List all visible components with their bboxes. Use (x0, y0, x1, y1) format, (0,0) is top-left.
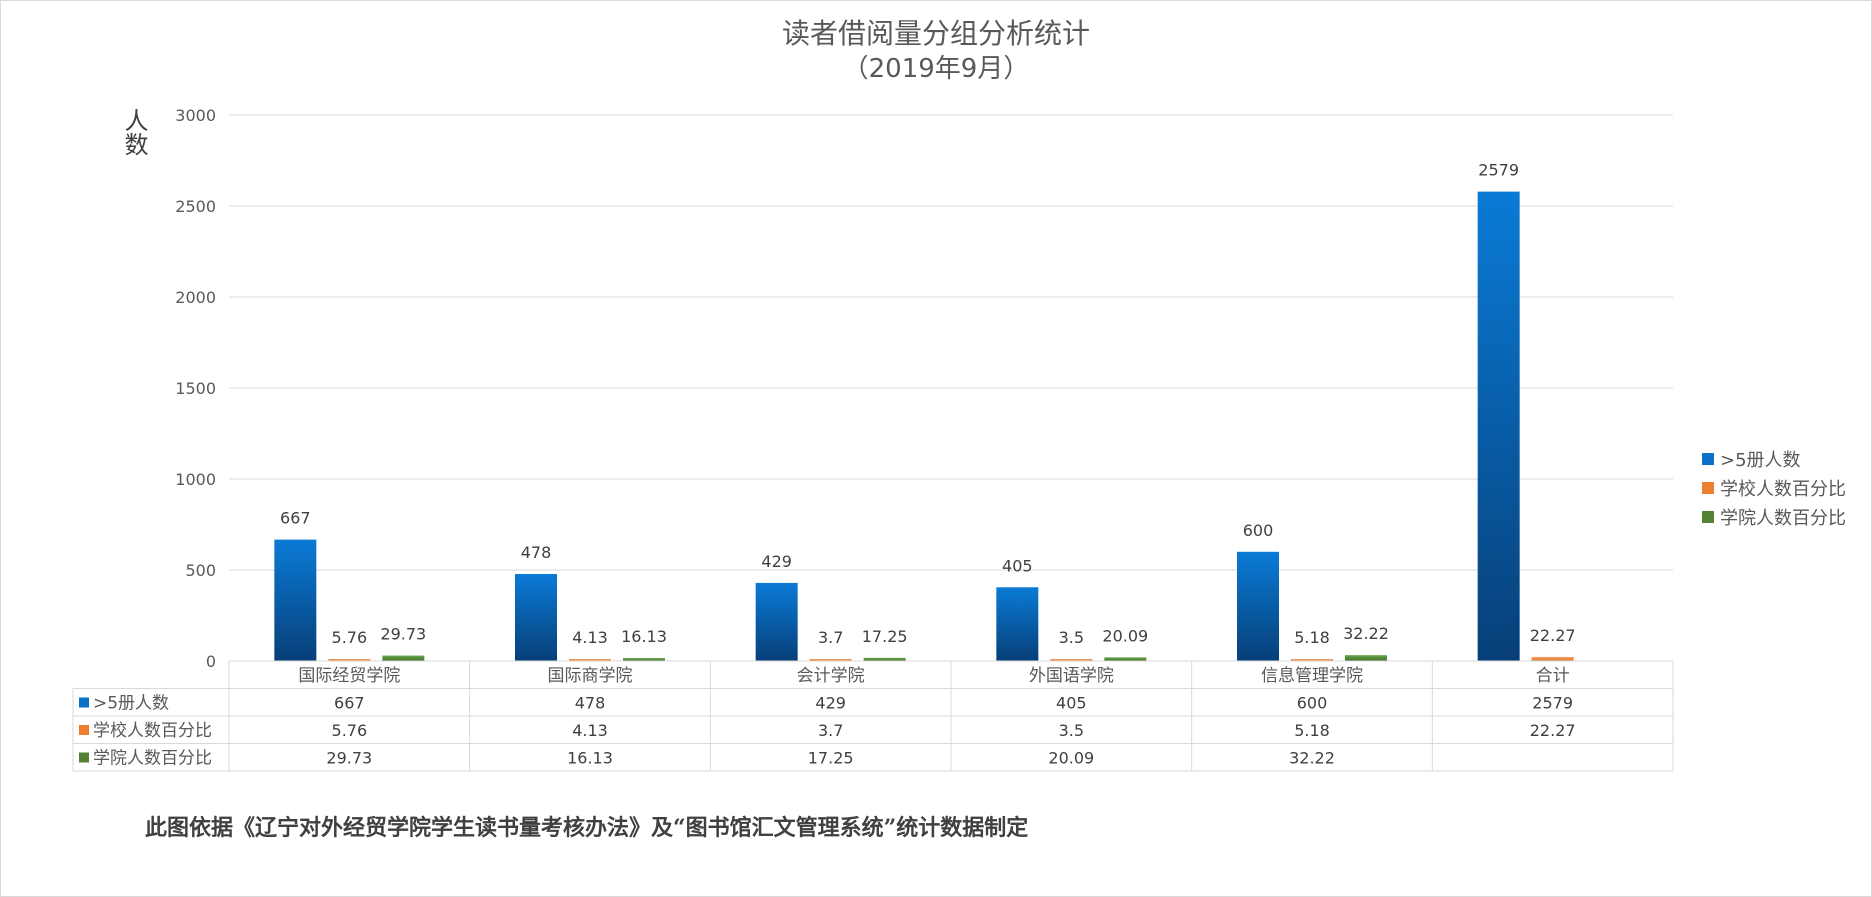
data-label: 29.73 (380, 625, 426, 644)
bar (623, 658, 665, 661)
bar (1104, 657, 1147, 661)
data-label: 4.13 (572, 628, 608, 647)
table-cell: 5.18 (1294, 721, 1330, 740)
legend-item: 学校人数百分比 (1702, 473, 1846, 502)
table-cell: 20.09 (1048, 749, 1094, 768)
legend-swatch (1702, 481, 1714, 494)
category-label: 合计 (1536, 666, 1570, 686)
table-series-name: >5册人数 (93, 694, 169, 714)
table-legend-key (79, 697, 89, 708)
bar (996, 587, 1039, 661)
grid-lines (229, 114, 1673, 662)
bar (1050, 659, 1093, 661)
table-cell: 600 (1297, 694, 1328, 713)
data-label: 429 (761, 552, 792, 571)
table-cell: 5.76 (332, 721, 368, 740)
data-label: 2579 (1478, 161, 1519, 180)
table-cell: 17.25 (808, 749, 854, 768)
data-label: 600 (1243, 521, 1274, 540)
y-tick-label: 1000 (175, 470, 216, 489)
legend-label: 学院人数百分比 (1720, 507, 1846, 529)
table-cell: 405 (1056, 694, 1087, 713)
table-cell: 4.13 (572, 721, 608, 740)
data-label: 22.27 (1530, 626, 1576, 645)
data-label: 5.18 (1294, 628, 1330, 647)
table-legend-key (79, 752, 89, 763)
table-cell: 16.13 (567, 749, 613, 768)
data-label: 5.76 (332, 628, 368, 647)
legend: >5册人数学校人数百分比 学院人数百分比 (1702, 444, 1846, 531)
data-label: 16.13 (621, 627, 667, 646)
table-cell: 2579 (1532, 694, 1573, 713)
y-tick-label: 2500 (175, 197, 216, 216)
bar (569, 659, 611, 661)
table-series-name: 学院人数百分比 (93, 749, 212, 769)
y-tick-label: 0 (206, 652, 216, 671)
chart-subtitle: （2019年9月） (842, 54, 1030, 84)
table-legend-key (79, 725, 89, 735)
category-label: 外国语学院 (1029, 666, 1114, 686)
legend-label: >5册人数 (1720, 449, 1801, 471)
legend-label: 学校人数百分比 (1720, 478, 1846, 500)
data-labels: 667 478 429 405 600 2579 5.76 4.13 3.7 3.5 5.18 22.… (280, 161, 1576, 647)
table-cell: 32.22 (1289, 749, 1335, 768)
table-cell: 429 (815, 694, 846, 713)
bar (755, 582, 798, 661)
category-label: 会计学院 (797, 666, 865, 686)
table-series-name: 学校人数百分比 (93, 721, 212, 741)
data-label: 3.5 (1059, 628, 1084, 647)
y-axis-ticks: 0 500 1000 1500 2000 2500 3000 (175, 106, 216, 671)
table-cell: 3.5 (1059, 721, 1084, 740)
bar (1531, 656, 1574, 661)
bar (1345, 655, 1387, 661)
legend-item: 学院人数百分比 (1702, 502, 1846, 531)
table-cell: 29.73 (326, 749, 372, 768)
data-label: 3.7 (818, 628, 843, 647)
bars (274, 191, 1574, 661)
table-cell: 478 (575, 694, 606, 713)
bar (809, 659, 852, 661)
bar (328, 659, 371, 661)
legend-swatch (1702, 510, 1714, 523)
data-label: 20.09 (1102, 626, 1148, 645)
data-label: 17.25 (862, 627, 908, 646)
data-label: 478 (521, 543, 552, 562)
y-tick-label: 3000 (175, 106, 216, 125)
y-axis-label: 人数 (120, 108, 148, 156)
category-label: 信息管理学院 (1261, 666, 1363, 686)
table-cell: 3.7 (818, 721, 843, 740)
data-label: 405 (1002, 556, 1033, 575)
legend-item: >5册人数 (1702, 444, 1846, 473)
category-label: 国际经贸学院 (298, 666, 400, 686)
source-note: 此图依据《辽宁对外经贸学院学生读书量考核办法》及“图书馆汇文管理系统”统计数据制… (145, 815, 1029, 841)
bar (863, 657, 906, 661)
data-table: 国际经贸学院 国际商学院 会计学院 外国语学院 信息管理学院 合计 >5册人数 667 478 4… (72, 660, 1674, 772)
y-tick-label: 2000 (175, 288, 216, 307)
table-cell: 22.27 (1530, 721, 1576, 740)
y-tick-label: 500 (185, 561, 216, 580)
bar (1477, 191, 1520, 661)
table-cell: 667 (334, 694, 365, 713)
bar (382, 655, 425, 661)
category-label: 国际商学院 (548, 666, 633, 686)
chart-title: 读者借阅量分组分析统计 (781, 17, 1090, 50)
bar (1291, 659, 1333, 661)
data-label: 667 (280, 509, 311, 528)
bar (515, 574, 557, 661)
bar (274, 539, 317, 661)
legend-swatch (1702, 452, 1714, 465)
bar (1237, 551, 1279, 661)
y-tick-label: 1500 (175, 379, 216, 398)
data-label: 32.22 (1343, 624, 1389, 643)
